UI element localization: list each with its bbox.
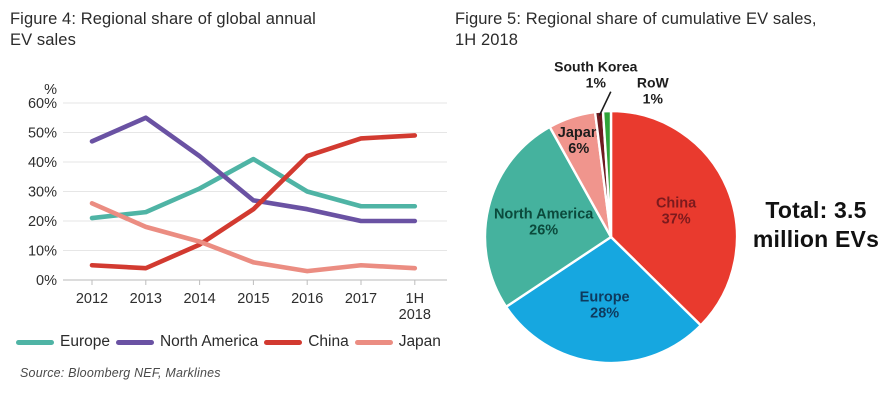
pie-leader-line-south-korea [598,91,612,116]
y-tick-label: 30% [28,185,57,201]
x-tick-label: 2013 [130,291,162,307]
pie-total-annotation: Total: 3.5 million EVs [752,197,880,252]
line-series-north-america [89,115,418,224]
line-chart-legend: Europe North America China Japan [16,333,441,351]
pie-value-europe: 28% [590,305,619,321]
pie-label-europe: Europe [580,289,630,305]
legend-swatch-europe [16,339,54,345]
pie-label-row: RoW [637,75,670,91]
y-tick-label: 20% [28,214,57,230]
legend-label-japan: Japan [398,333,441,350]
x-tick-label: 1H [406,291,425,307]
legend-swatch-china [264,339,303,345]
legend-item-europe: Europe [16,333,110,351]
pie-value-row: 1% [643,91,664,107]
pie-slice-china [609,109,739,327]
line-series-europe [89,156,418,221]
pie-slice-north-america [483,125,613,308]
line-chart-annual-ev-share: 0% 10% 20% 30% 40% 50% 60%% 2012 2013 2014 2015 201… [28,82,447,323]
x-tick-label: 2016 [291,291,323,307]
figure5-title: Figure 5: Regional share of cumulative E… [455,10,817,49]
y-tick-label: 60% [28,96,57,112]
pie-label-north-america: North America [494,207,594,223]
pie-label-south-korea: South Korea [554,59,637,75]
legend-swatch-japan [354,339,393,345]
y-tick-label: 10% [28,244,57,260]
legend-label-china: China [308,333,349,350]
y-tick-label: 40% [28,155,57,171]
figure4-title: Figure 4: Regional share of global annua… [10,10,316,49]
source-note: Source: Bloomberg NEF, Marklines [20,366,221,380]
legend-item-china: China [264,333,349,351]
pie-value-japan: 6% [568,141,589,157]
x-tick-label: 2015 [237,291,269,307]
y-axis-unit-label: % [44,82,57,98]
legend-item-north-america: North America [115,333,259,351]
legend-label-north-america: North America [159,333,259,350]
pie-label-japan: Japan [558,125,600,141]
x-tick-label: 2012 [76,291,108,307]
y-tick-label: 0% [36,273,57,289]
pie-value-china: 37% [662,212,691,228]
pie-slice-europe [504,235,702,365]
x-tick-label: 2017 [345,291,377,307]
line-series-china [89,133,418,271]
x-tick-label: 2014 [183,291,215,307]
legend-item-japan: Japan [354,333,441,351]
x-tick-label: 2018 [399,307,431,323]
pie-value-south-korea: 1% [586,75,607,91]
pie-label-china: China [656,196,697,212]
pie-slice-row [601,109,613,239]
y-tick-label: 50% [28,126,57,142]
legend-label-europe: Europe [60,333,110,350]
legend-swatch-north-america [115,339,154,345]
pie-value-north-america: 26% [529,223,558,239]
line-series-japan [89,201,418,274]
